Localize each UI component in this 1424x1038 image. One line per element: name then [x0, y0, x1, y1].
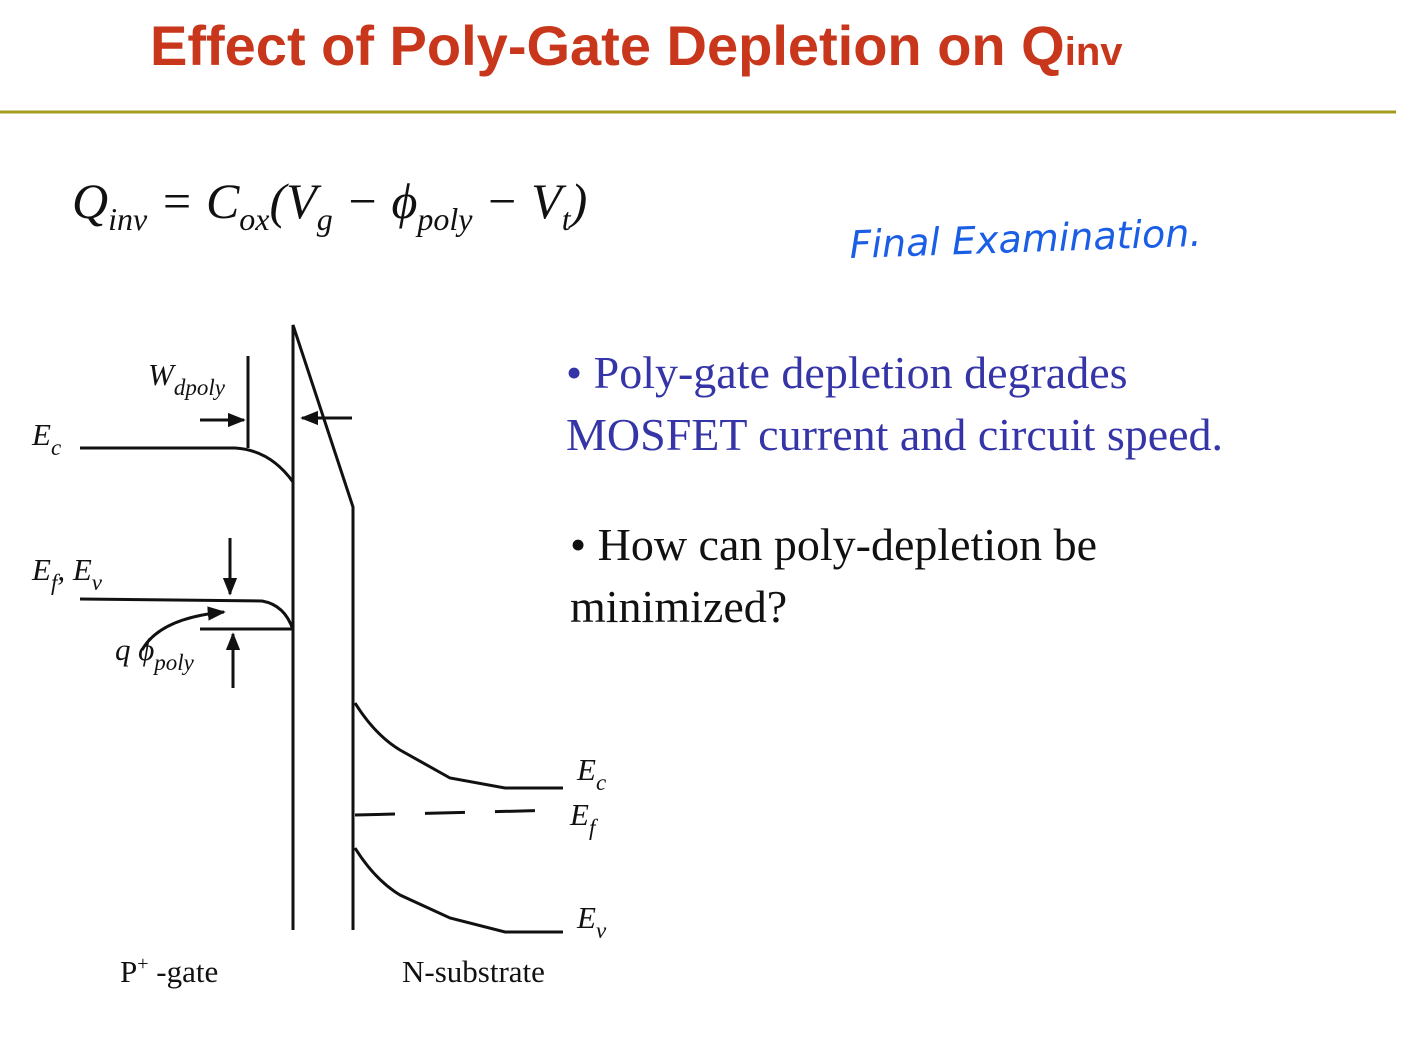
- bullet-line: • Poly-gate depletion degrades: [566, 347, 1128, 398]
- bullet-line: MOSFET current and circuit speed.: [566, 409, 1223, 460]
- arrow: [140, 606, 226, 651]
- ef-right-label: Ef: [569, 797, 599, 840]
- gate-label: P+ -gate: [120, 953, 218, 989]
- equation-term: − ϕ: [333, 173, 418, 229]
- slide-title: Effect of Poly-Gate Depletion on Qinv: [150, 14, 1123, 77]
- band-diagram: Wdpoly Ec Ef, Ev q ϕpoly Ec Ef Ev P+ -ga…: [31, 324, 607, 989]
- ec-left-line: [80, 446, 295, 483]
- equation-term: − V: [472, 173, 567, 229]
- equation-subscript: g: [317, 201, 333, 237]
- oxide-barrier: [291, 324, 355, 930]
- equation-term: Q: [72, 173, 108, 229]
- equation-term: (V: [270, 173, 323, 229]
- ec-left-label: Ec: [31, 417, 61, 460]
- equation: Qinv = Cox(Vg − ϕpoly − Vt): [72, 173, 587, 237]
- ev-right-label: Ev: [576, 900, 607, 943]
- qphi-label: q ϕpoly: [115, 632, 195, 675]
- ef-ev-left-label: Ef, Ev: [31, 552, 103, 595]
- bullet-line: minimized?: [570, 581, 787, 632]
- ev-right-line: [353, 847, 563, 934]
- ef-right-line: [354, 808, 564, 817]
- equation-term: ): [568, 173, 588, 229]
- wdpoly-label: Wdpoly: [148, 357, 226, 400]
- equation-subscript: inv: [108, 201, 148, 237]
- bullet-line: • How can poly-depletion be: [570, 519, 1097, 570]
- equation-subscript: t: [562, 201, 572, 237]
- ef-ev-left-line: [79, 597, 295, 631]
- ec-right-label: Ec: [576, 752, 606, 795]
- equation-term: = C: [147, 173, 240, 229]
- handwritten-note: Final Examination.: [849, 211, 1202, 267]
- substrate-label: N-substrate: [402, 954, 545, 989]
- equation-subscript: ox: [239, 201, 269, 237]
- equation-subscript: poly: [415, 201, 473, 237]
- ec-right-line: [353, 702, 563, 790]
